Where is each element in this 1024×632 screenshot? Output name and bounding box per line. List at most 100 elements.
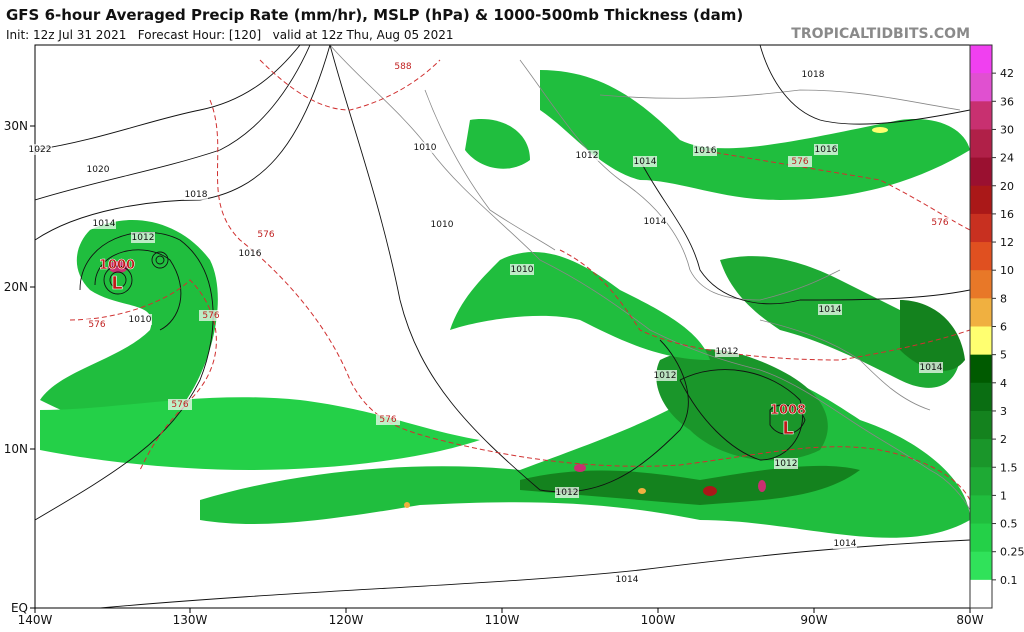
- longitude-label: 130W: [173, 613, 208, 627]
- contour-label: 1012: [775, 459, 798, 469]
- low-symbol: L: [111, 273, 122, 294]
- contour-label: 1010: [129, 315, 152, 325]
- latitude-label: 30N: [4, 119, 28, 133]
- colorbar-swatch: [970, 354, 992, 384]
- colorbar-label: 1: [1000, 489, 1007, 502]
- contour-label-bg: [615, 574, 639, 585]
- colorbar-label: 42: [1000, 67, 1014, 80]
- colorbar-swatch: [970, 157, 992, 187]
- contour-label: 576: [88, 320, 105, 330]
- contour-label-bg: [413, 142, 437, 153]
- contour-label-bg: [128, 314, 152, 325]
- colorbar-swatch: [970, 523, 992, 553]
- contour-label-bg: [238, 248, 262, 259]
- latitude-label: 10N: [4, 442, 28, 456]
- low-pressure-value: 1000: [99, 258, 135, 273]
- precip-field: [40, 70, 970, 538]
- contour-label: 588: [394, 62, 411, 72]
- contour-label: 1016: [694, 146, 717, 156]
- colorbar-swatch: [970, 467, 992, 496]
- colorbar-swatch: [970, 73, 992, 102]
- contour-label: 576: [931, 218, 948, 228]
- contour-label: 1014: [634, 157, 657, 167]
- contour-label-bg: [818, 304, 842, 315]
- contour-label: 1016: [239, 249, 262, 259]
- colorbar-swatch: [970, 213, 992, 243]
- colorbar-label: 20: [1000, 180, 1014, 193]
- contour-label-bg: [199, 310, 223, 321]
- contour-label: 1022: [29, 145, 52, 155]
- colorbar-swatch: [970, 326, 992, 356]
- contour-label: 1014: [644, 217, 667, 227]
- contour-label-bg: [788, 156, 812, 167]
- contour-label-bg: [774, 458, 798, 469]
- contour-label: 576: [171, 400, 188, 410]
- low-pressure-value: 1008: [770, 403, 806, 418]
- colorbar-swatch: [970, 185, 992, 215]
- map: [30, 44, 971, 613]
- colorbar-swatch: [970, 382, 992, 412]
- colorbar-label: 30: [1000, 123, 1014, 136]
- colorbar-label: 6: [1000, 321, 1007, 334]
- contour-label: 576: [202, 311, 219, 321]
- contour-label-bg: [131, 232, 155, 243]
- low-symbol: L: [782, 418, 793, 439]
- contour-label: 576: [379, 415, 396, 425]
- contour-label: 1016: [815, 145, 838, 155]
- latitude-label: EQ: [11, 601, 28, 615]
- contour-label: 1012: [556, 488, 579, 498]
- longitude-label: 120W: [329, 613, 364, 627]
- colorbar-label: 0.5: [1000, 518, 1018, 531]
- contour-label-bg: [555, 487, 579, 498]
- contour-label: 576: [257, 230, 274, 240]
- contour-label-bg: [715, 346, 739, 357]
- contour-label-bg: [814, 144, 838, 155]
- colorbar-swatch: [970, 495, 992, 525]
- contour-label: 1012: [132, 233, 155, 243]
- colorbar-label: 10: [1000, 264, 1014, 277]
- subtitle: Init: 12z Jul 31 2021 Forecast Hour: [12…: [6, 28, 454, 42]
- contour-label: 1014: [834, 539, 857, 549]
- colorbar: 42 36 30 24 20 16 12 10 8 6 5 4 3 2 1.5 1 0.5 0.25 0.1: [969, 44, 1024, 609]
- contour-label-bg: [168, 399, 192, 410]
- longitude-label: 110W: [485, 613, 520, 627]
- colorbar-label: 0.25: [1000, 546, 1024, 559]
- contour-label: 1014: [819, 305, 842, 315]
- contour-label: 576: [791, 157, 808, 167]
- contour-label-bg: [28, 144, 52, 155]
- graticule-ticks: [30, 125, 971, 613]
- contour-label-bg: [643, 216, 667, 227]
- contour-label: 1010: [431, 220, 454, 230]
- contour-label: 1018: [185, 190, 208, 200]
- colorbar-swatch: [970, 298, 992, 327]
- colorbar-swatch: [970, 101, 992, 130]
- colorbar-label: 8: [1000, 292, 1007, 305]
- contour-label-bg: [376, 414, 400, 425]
- colorbar-label: 4: [1000, 377, 1007, 390]
- colorbar-swatch: [970, 439, 992, 468]
- contour-label-bg: [510, 264, 534, 275]
- contour-label-bg: [430, 219, 454, 230]
- contour-label-bg: [391, 61, 415, 72]
- colorbar-swatch: [970, 242, 992, 271]
- colorbar-label: 12: [1000, 236, 1014, 249]
- contour-label: 1012: [654, 371, 677, 381]
- longitude-label: 140W: [18, 613, 53, 627]
- contour-label-bg: [86, 164, 110, 175]
- colorbar-swatch: [970, 270, 992, 299]
- contour-label-bg: [254, 229, 278, 240]
- contour-label-bg: [575, 150, 599, 161]
- title: GFS 6-hour Averaged Precip Rate (mm/hr),…: [6, 6, 743, 24]
- longitude-label: 90W: [800, 613, 827, 627]
- contour-label-bg: [833, 538, 857, 549]
- colorbar-label: 0.1: [1000, 574, 1018, 587]
- colorbar-label: 2: [1000, 433, 1007, 446]
- contour-label: 1012: [716, 347, 739, 357]
- colorbar-label: 16: [1000, 208, 1014, 221]
- site-credit: TROPICALTIDBITS.COM: [791, 26, 970, 42]
- contour-label-bg: [633, 156, 657, 167]
- contour-label-bg: [801, 69, 825, 80]
- colorbar-label: 36: [1000, 95, 1014, 108]
- contour-label: 1014: [616, 575, 639, 585]
